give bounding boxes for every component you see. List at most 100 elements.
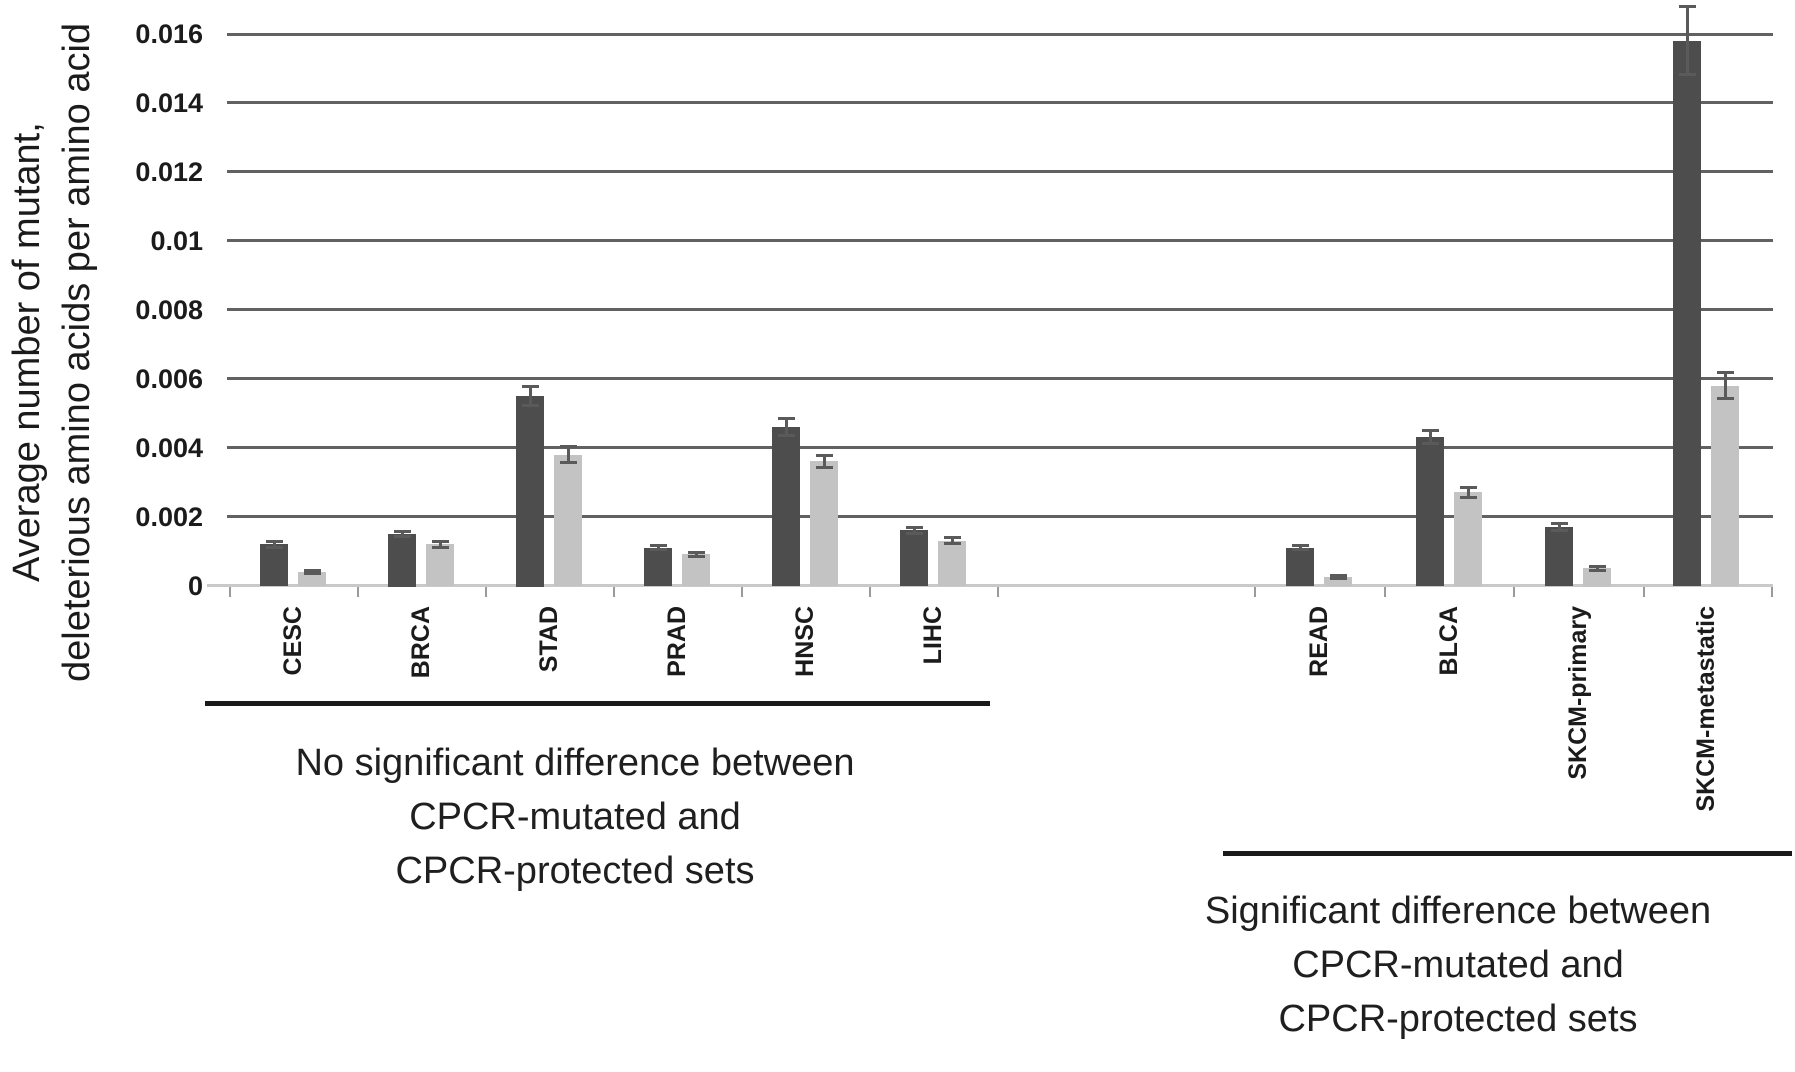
error-bar-cap-bottom <box>559 461 577 465</box>
y-axis-tick-label: 0.014 <box>135 87 203 118</box>
error-bar-cap-bottom <box>815 466 833 470</box>
error-bar-cap-top <box>1459 486 1477 490</box>
error-bar-cap-bottom <box>1291 548 1309 552</box>
error-bar-line <box>694 552 698 557</box>
x-axis-tick-mark <box>1643 587 1645 597</box>
x-axis-tick-mark <box>1771 587 1773 597</box>
group-caption-line: CPCR-protected sets <box>395 850 755 892</box>
group-caption: Significant difference between CPCR-mutat… <box>1038 884 1795 1046</box>
error-bar-cap-top <box>265 539 283 543</box>
x-axis-tick-mark <box>357 587 359 597</box>
error-bar-cap-top <box>815 453 833 457</box>
bar-light <box>1711 385 1739 587</box>
category-label: BLCA <box>1435 606 1463 676</box>
error-bar-cap-top <box>1588 564 1606 568</box>
y-gridline <box>227 377 1773 381</box>
category-label: BRCA <box>407 606 435 679</box>
y-gridline <box>227 101 1773 105</box>
y-gridline <box>227 239 1773 243</box>
y-gridline <box>227 170 1773 174</box>
y-axis-tick-label: 0.012 <box>135 156 203 187</box>
x-axis-tick-mark <box>997 587 999 597</box>
group-caption-line: CPCR-mutated and <box>409 796 741 838</box>
bar-dark <box>516 395 544 587</box>
bar-dark <box>260 544 288 587</box>
error-bar-cap-top <box>559 444 577 448</box>
error-bar-cap-bottom <box>1550 529 1568 533</box>
bar-dark <box>772 426 800 587</box>
y-axis-tick-label: 0.016 <box>135 19 203 49</box>
category-label: PRAD <box>663 606 691 677</box>
category-label: LIHC <box>919 606 947 665</box>
x-axis-tick-mark <box>613 587 615 597</box>
category-label: SKCM-primary <box>1564 606 1592 780</box>
error-bar-cap-top <box>943 536 961 540</box>
error-bar-line <box>310 569 314 574</box>
error-bar-line <box>400 531 404 537</box>
error-bar-cap-bottom <box>303 571 321 575</box>
y-axis-tick-label: 0.002 <box>135 501 203 532</box>
group-caption: No significant difference between CPCR-mu… <box>155 736 995 898</box>
bar-light <box>1583 568 1611 587</box>
category-label: STAD <box>535 606 563 673</box>
group-caption-line: CPCR-mutated and <box>1292 944 1624 986</box>
bar-dark <box>1286 547 1314 587</box>
error-bar-cap-top <box>1291 543 1309 547</box>
x-axis-tick-mark <box>229 587 231 597</box>
error-bar-cap-bottom <box>265 545 283 549</box>
error-bar-cap-top <box>905 525 923 529</box>
error-bar-cap-top <box>649 543 667 547</box>
bar-dark <box>900 530 928 587</box>
bar-light <box>298 571 326 587</box>
error-bar-cap-bottom <box>1588 569 1606 573</box>
bar-light <box>682 554 710 587</box>
y-axis-tick-label: 0.008 <box>135 294 203 325</box>
x-axis-line <box>207 584 1773 587</box>
error-bar-cap-top <box>303 568 321 572</box>
bar-light <box>1324 576 1352 587</box>
category-label: HNSC <box>791 606 819 677</box>
group-caption-line: Significant difference between <box>1204 890 1712 932</box>
bar-light <box>426 544 454 587</box>
bar-dark <box>388 533 416 587</box>
error-bar-line <box>1595 565 1599 571</box>
x-axis-tick-mark <box>869 587 871 597</box>
x-axis-tick-mark <box>485 587 487 597</box>
bar-light <box>810 461 838 587</box>
group-caption-line: No significant difference between <box>295 742 855 784</box>
bar-light <box>1454 492 1482 587</box>
category-label: SKCM-metastatic <box>1692 606 1720 812</box>
y-gridline <box>227 515 1773 519</box>
error-bar-line <box>528 385 532 407</box>
bar-dark <box>1545 526 1573 587</box>
bar-light <box>554 454 582 587</box>
y-axis-tick-label: 0.004 <box>135 432 203 463</box>
group-underline <box>1223 851 1792 856</box>
error-bar-cap-top <box>687 551 705 555</box>
y-axis-tick-label: 0.01 <box>150 225 203 256</box>
error-bar-cap-bottom <box>943 542 961 546</box>
error-bar-cap-top <box>393 530 411 534</box>
bar-dark <box>1416 437 1444 587</box>
error-bar-line <box>566 445 570 464</box>
error-bar-line <box>784 418 788 436</box>
error-bar-cap-bottom <box>1678 73 1696 77</box>
error-bar-line <box>1298 544 1302 551</box>
category-label: READ <box>1305 606 1333 677</box>
x-axis-tick-mark <box>1384 587 1386 597</box>
error-bar-cap-top <box>777 417 795 421</box>
error-bar-cap-top <box>1678 5 1696 9</box>
error-bar-cap-top <box>1329 573 1347 577</box>
error-bar-cap-bottom <box>431 545 449 549</box>
error-bar-cap-bottom <box>393 534 411 538</box>
y-axis-tick-label: 0.006 <box>135 363 203 394</box>
error-bar-cap-bottom <box>1716 397 1734 401</box>
x-axis-tick-mark <box>1254 587 1256 597</box>
bar-dark <box>1673 40 1701 587</box>
error-bar-line <box>1336 574 1340 579</box>
bar-dark <box>644 547 672 587</box>
group-caption-line: CPCR-protected sets <box>1278 998 1638 1040</box>
error-bar-cap-bottom <box>521 404 539 408</box>
y-axis-tick-label: 0 <box>187 570 203 601</box>
